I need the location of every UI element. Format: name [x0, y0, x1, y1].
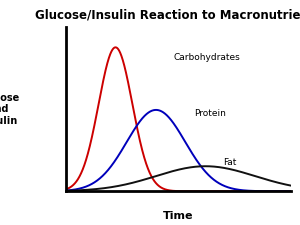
- Text: Glucose
And
Insulin: Glucose And Insulin: [0, 92, 20, 126]
- Text: Protein: Protein: [194, 109, 226, 118]
- Text: Time: Time: [163, 211, 194, 221]
- Text: Fat: Fat: [224, 158, 237, 167]
- Title: Glucose/Insulin Reaction to Macronutrients: Glucose/Insulin Reaction to Macronutrien…: [35, 9, 300, 22]
- Text: Carbohydrates: Carbohydrates: [174, 53, 241, 62]
